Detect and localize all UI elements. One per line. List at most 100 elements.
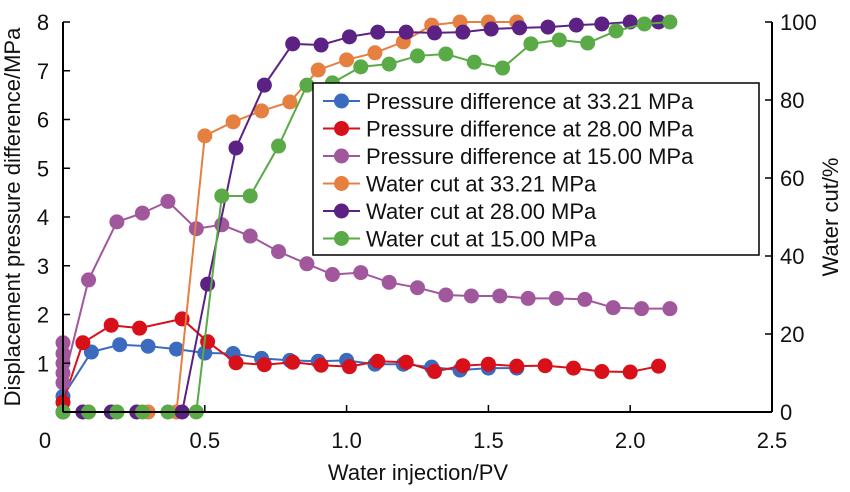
x-tick-label: 0.5	[190, 428, 221, 453]
legend-label: Pressure difference at 28.00 MPa	[366, 117, 694, 142]
data-point	[109, 214, 125, 230]
y-right-tick-label: 60	[780, 166, 804, 191]
data-point	[254, 103, 270, 119]
data-point	[492, 288, 508, 304]
data-point	[188, 221, 204, 237]
legend-label: Pressure difference at 15.00 MPa	[366, 144, 694, 169]
data-point	[140, 338, 156, 354]
data-point	[353, 265, 369, 281]
data-point	[353, 59, 369, 75]
data-point	[132, 320, 148, 336]
data-point	[636, 16, 652, 32]
data-point	[662, 301, 678, 317]
series-line	[62, 343, 517, 397]
data-point	[568, 17, 584, 33]
data-point	[339, 52, 355, 68]
data-point	[605, 300, 621, 316]
data-point	[256, 357, 272, 373]
data-point	[410, 48, 425, 64]
y-left-tick-label: 7	[37, 59, 49, 84]
data-point	[509, 358, 525, 374]
legend-item: Water cut at 15.00 MPa	[323, 227, 597, 252]
data-point	[282, 94, 298, 110]
data-point	[480, 356, 496, 372]
legend-swatch-marker	[334, 93, 349, 109]
data-point	[200, 334, 216, 350]
y-right-tick-label: 40	[780, 244, 804, 269]
data-point	[577, 291, 593, 307]
data-point	[608, 23, 624, 39]
series-1	[55, 337, 525, 404]
data-point	[495, 60, 511, 76]
x-tick-label: 2.0	[615, 428, 646, 453]
legend-swatch-marker	[334, 148, 349, 164]
legend-item: Pressure difference at 33.21 MPa	[323, 89, 694, 114]
data-point	[512, 20, 528, 36]
data-point	[299, 256, 315, 272]
y-left-tick-label: 2	[37, 303, 49, 328]
legend-swatch-marker	[334, 203, 349, 219]
y-right-tick-label: 100	[780, 10, 817, 35]
legend-swatch-marker	[334, 121, 349, 136]
data-point	[256, 77, 272, 93]
data-point	[285, 354, 301, 370]
data-point	[112, 337, 128, 353]
data-point	[622, 364, 638, 380]
y-axis-right-title: Water cut/%	[818, 158, 843, 277]
data-point	[134, 205, 150, 221]
y-right-tick-label: 0	[780, 400, 792, 425]
y-left-tick-label: 6	[37, 108, 49, 133]
data-point	[370, 353, 386, 369]
x-tick-label: 1.0	[331, 428, 362, 453]
data-point	[594, 364, 610, 380]
data-point	[160, 193, 176, 209]
y-left-tick-label: 1	[37, 351, 49, 376]
legend-item: Water cut at 33.21 MPa	[323, 172, 597, 197]
y-left-tick-label: 4	[37, 205, 49, 230]
data-point	[228, 355, 244, 371]
data-point	[438, 287, 454, 303]
legend: Pressure difference at 33.21 MPa Pressure…	[312, 82, 760, 256]
data-point	[341, 29, 357, 45]
data-point	[398, 354, 414, 370]
series-2	[55, 311, 667, 410]
data-point	[540, 19, 556, 35]
legend-label: Pressure difference at 33.21 MPa	[366, 89, 694, 114]
y-right-tick-label: 80	[780, 88, 804, 113]
data-point	[285, 36, 301, 52]
legend-swatch-marker	[334, 231, 349, 246]
y-left-tick-label: 8	[37, 10, 49, 35]
x-tick-label: 2.5	[757, 428, 788, 453]
data-point	[299, 77, 315, 93]
data-point	[81, 272, 97, 288]
data-point	[551, 32, 567, 48]
x-tick-label: 0	[39, 428, 51, 453]
legend-label: Water cut at 28.00 MPa	[366, 199, 597, 224]
data-point	[463, 288, 479, 304]
data-point	[242, 228, 258, 244]
data-point	[427, 25, 443, 41]
data-point	[103, 317, 119, 333]
series-line	[62, 317, 659, 403]
x-axis-title: Water injection/PV	[328, 460, 508, 485]
data-point	[483, 21, 499, 37]
data-point	[381, 274, 397, 290]
data-point	[197, 345, 213, 361]
series-3	[55, 193, 678, 391]
data-point	[594, 16, 610, 32]
data-point	[214, 188, 230, 204]
data-point	[324, 267, 340, 283]
data-point	[523, 36, 539, 52]
data-point	[427, 364, 443, 380]
y-right-tick-label: 20	[780, 322, 804, 347]
data-point	[313, 357, 329, 373]
data-point	[242, 188, 258, 204]
data-point	[398, 24, 414, 40]
data-point	[580, 35, 596, 51]
data-point	[370, 24, 386, 40]
data-point	[438, 46, 454, 62]
data-point	[381, 56, 397, 72]
data-point	[310, 62, 326, 78]
